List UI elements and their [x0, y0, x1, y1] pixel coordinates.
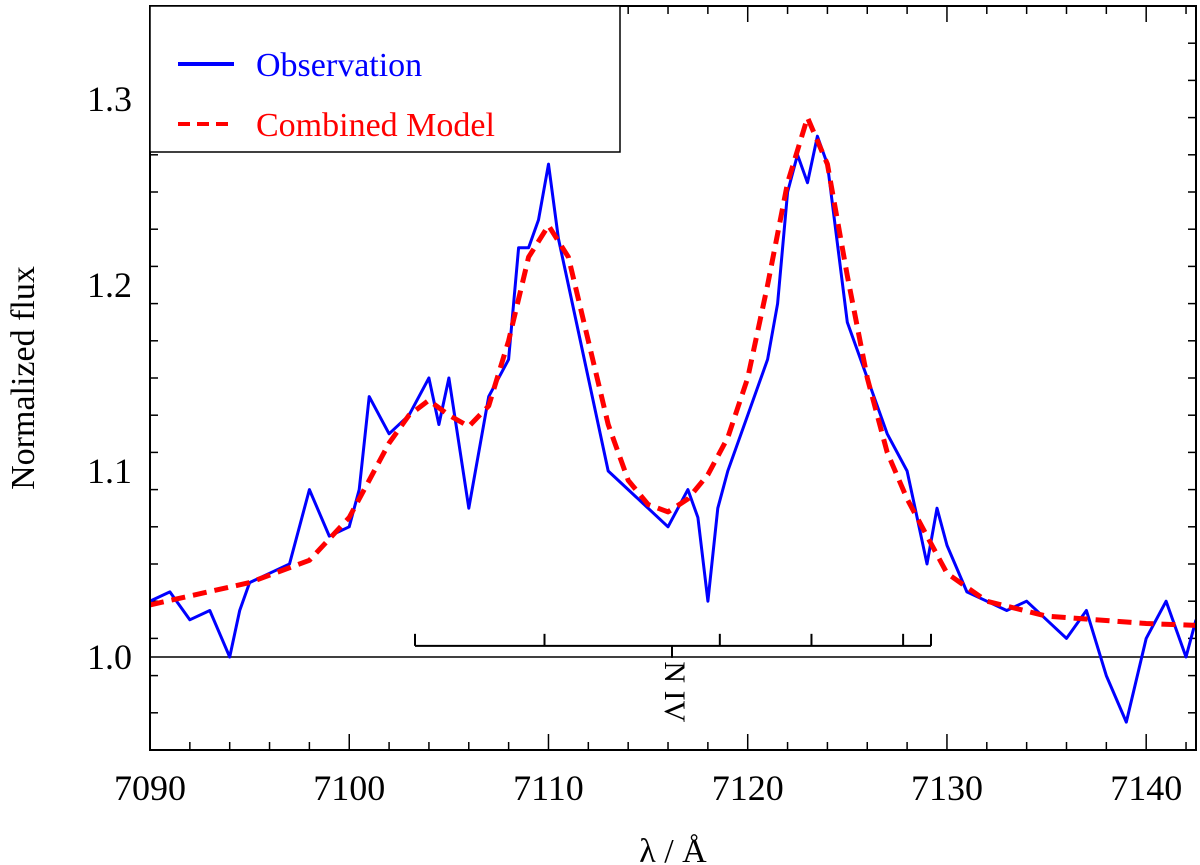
- marker-label: N IV: [658, 661, 691, 722]
- n-iv-line-marker: N IV: [413, 633, 933, 723]
- legend-box: [149, 5, 621, 153]
- x-axis-label: λ / Å: [639, 833, 707, 865]
- y-tick-label: 1.3: [87, 79, 132, 119]
- legend-label-combined-model: Combined Model: [256, 107, 495, 144]
- y-tick-label: 1.0: [87, 637, 132, 677]
- x-tick-label: 7110: [513, 768, 584, 808]
- y-tick-labels: 1.0 1.1 1.2 1.3: [87, 79, 132, 677]
- x-tick-label: 7130: [911, 768, 983, 808]
- y-axis-label: Normalized flux: [5, 266, 42, 490]
- x-tick-label: 7120: [712, 768, 784, 808]
- series-combined-model: [150, 115, 1196, 628]
- x-tick-labels: 7090 7100 7110 7120 7130 7140: [114, 768, 1182, 808]
- x-tick-label: 7140: [1110, 768, 1182, 808]
- legend-label-observation: Observation: [256, 47, 422, 84]
- y-tick-label: 1.2: [87, 265, 132, 305]
- x-tick-label: 7100: [313, 768, 385, 808]
- series-observation: [150, 134, 1196, 724]
- x-tick-label: 7090: [114, 768, 186, 808]
- plot-frame: [149, 5, 1197, 751]
- legend: Observation Combined Model: [149, 5, 621, 153]
- y-tick-label: 1.1: [87, 451, 132, 491]
